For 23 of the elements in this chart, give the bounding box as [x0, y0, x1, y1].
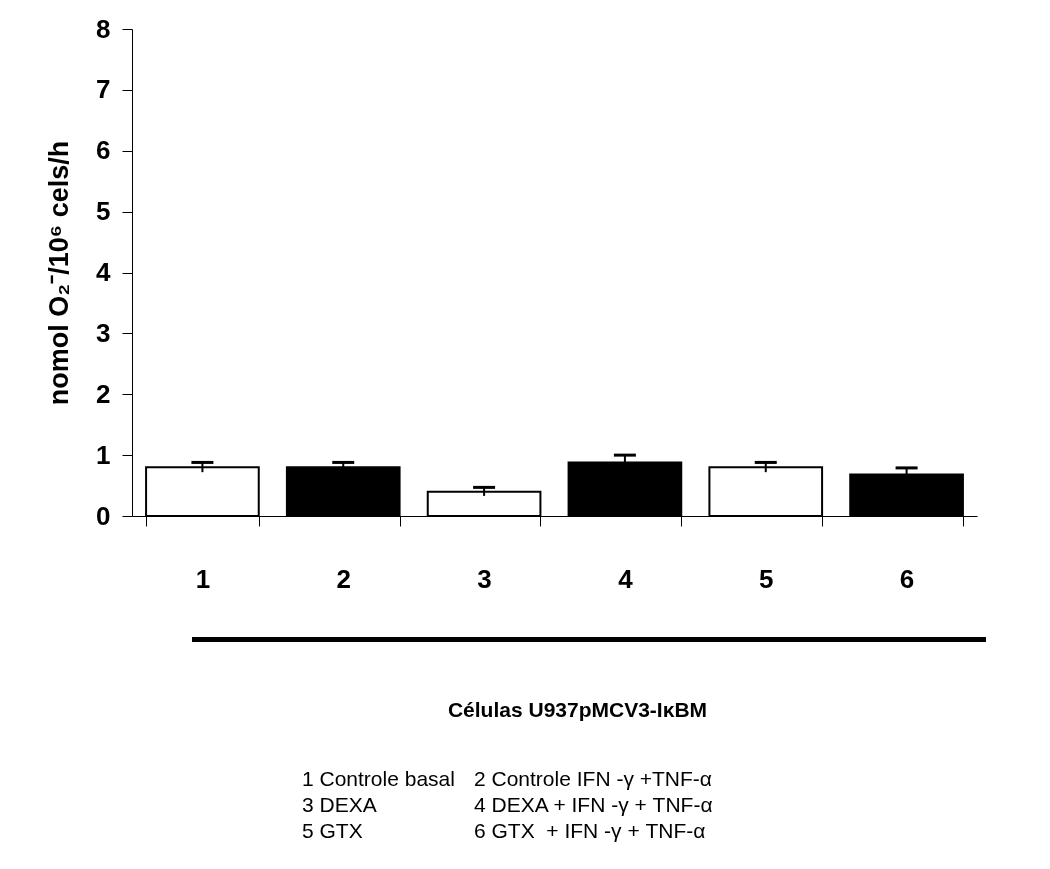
text: 3 DEXA: [302, 793, 378, 817]
text: 2 Controle IFN -γ +TNF-α: [474, 767, 713, 791]
text: 1 Controle basal: [302, 767, 456, 791]
y-axis-title: nomol O₂⁻/10⁶ cels/h: [44, 140, 75, 406]
x-axis-title: Células U937pMCV3-IκBM: [446, 698, 709, 722]
y-tick-label: 7: [96, 74, 111, 105]
x-tick-label: 2: [336, 563, 351, 594]
y-tick-label: 1: [96, 439, 111, 470]
x-tick-label: 5: [759, 563, 774, 594]
y-tick-label: 4: [96, 257, 112, 287]
text: 4 DEXA + IFN -γ + TNF-α: [474, 793, 713, 817]
y-tick-label: 0: [96, 500, 111, 531]
y-tick-label: 6: [96, 135, 111, 166]
y-tick-label: 3: [96, 317, 111, 348]
text: 5 GTX: [302, 819, 364, 843]
x-tick-label: 4: [618, 563, 634, 594]
y-tick-label: 5: [96, 196, 111, 227]
x-tick-label: 1: [195, 563, 211, 594]
y-tick-label: 8: [96, 13, 111, 44]
x-tick-label: 6: [899, 563, 915, 594]
y-tick-label: 2: [96, 378, 111, 409]
x-tick-label: 3: [477, 563, 492, 594]
text: 6 GTX + IFN -γ + TNF-α: [474, 819, 707, 843]
